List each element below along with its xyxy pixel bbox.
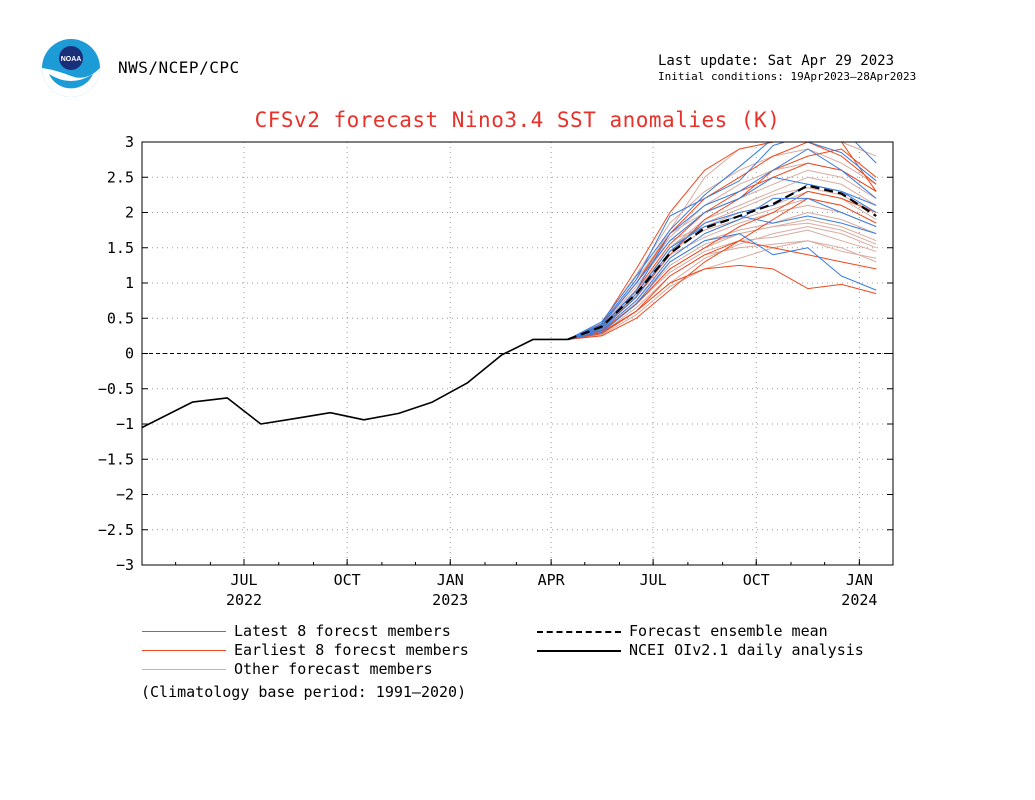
- x-tick-label: OCT: [743, 571, 770, 589]
- legend-earliest-swatch: [142, 650, 226, 651]
- latest-member-line: [567, 142, 877, 340]
- legend-latest-swatch: [142, 631, 226, 632]
- y-tick-label: −2: [116, 486, 134, 504]
- observed-line: [142, 338, 568, 429]
- legend-mean-swatch: [537, 631, 621, 633]
- legend-other-label: Other forecast members: [234, 660, 433, 678]
- x-tick-year-label: 2023: [432, 591, 468, 609]
- y-tick-label: 3: [125, 133, 134, 151]
- earliest-member-line: [567, 264, 877, 340]
- mean-layer: [567, 184, 877, 341]
- other-member-line: [567, 229, 877, 340]
- x-tick-label: APR: [538, 571, 566, 589]
- earliest-member-line: [567, 197, 877, 340]
- earliest-members-layer: [567, 142, 877, 340]
- legend-observed: NCEI OIv2.1 daily analysis: [537, 641, 864, 661]
- x-tick-label: JAN: [437, 571, 464, 589]
- y-tick-label: 2: [125, 204, 134, 222]
- latest-member-line: [567, 148, 877, 340]
- earliest-member-line: [567, 142, 877, 340]
- ensemble-mean-line: [567, 184, 877, 341]
- y-tick-label: −0.5: [98, 380, 134, 398]
- legend-observed-swatch: [537, 650, 621, 652]
- climatology-note: (Climatology base period: 1991–2020): [141, 683, 467, 701]
- legend-earliest: Earliest 8 forecst members: [142, 641, 472, 661]
- legend-latest: Latest 8 forecst members: [142, 622, 472, 642]
- legend-mean: Forecast ensemble mean: [537, 622, 847, 642]
- other-member-line: [567, 240, 877, 340]
- legend-mean-label: Forecast ensemble mean: [629, 622, 828, 640]
- y-tick-label: −1: [116, 415, 134, 433]
- y-tick-label: −2.5: [98, 521, 134, 539]
- agency-label: NWS/NCEP/CPC: [118, 58, 240, 77]
- y-tick-label: 0.5: [107, 309, 134, 327]
- legend-other: Other forecast members: [142, 660, 472, 680]
- legend-latest-label: Latest 8 forecst members: [234, 622, 451, 640]
- noaa-logo-icon: NOAA: [42, 39, 100, 97]
- y-tick-label: 0: [125, 345, 134, 363]
- legend-earliest-label: Earliest 8 forecst members: [234, 641, 469, 659]
- logo-text: NOAA: [61, 56, 82, 63]
- last-update-label: Last update: Sat Apr 29 2023: [658, 53, 895, 69]
- x-tick-label: JAN: [846, 571, 873, 589]
- x-tick-label: OCT: [334, 571, 361, 589]
- latest-member-line: [567, 197, 877, 340]
- plot-frame: [141, 141, 894, 566]
- y-tick-label: −1.5: [98, 450, 134, 468]
- observed-layer: [142, 338, 568, 429]
- latest-member-line: [567, 142, 877, 340]
- x-tick-label: JUL: [640, 571, 667, 589]
- x-tick-year-label: 2022: [226, 591, 262, 609]
- y-tick-label: 2.5: [107, 168, 134, 186]
- y-tick-label: −3: [116, 556, 134, 574]
- legend-observed-label: NCEI OIv2.1 daily analysis: [629, 641, 864, 659]
- chart-title: CFSv2 forecast Nino3.4 SST anomalies (K): [254, 108, 781, 132]
- y-tick-label: 1: [125, 274, 134, 292]
- initial-conditions-label: Initial conditions: 19Apr2023–28Apr2023: [658, 70, 917, 83]
- legend-other-swatch: [142, 669, 226, 670]
- x-tick-label: JUL: [230, 571, 257, 589]
- latest-member-line: [567, 176, 877, 340]
- latest-member-line: [567, 233, 877, 340]
- grid-layer: [142, 142, 893, 565]
- x-tick-year-label: 2024: [841, 591, 877, 609]
- axis-layer: 3 2.5 2 1.5 1 0.5 0 −0.5 −1 −1.5 −2 −2.5 −3 JUL 2022 OC…: [98, 133, 893, 609]
- y-tick-label: 1.5: [107, 239, 134, 257]
- earliest-member-line: [567, 240, 877, 340]
